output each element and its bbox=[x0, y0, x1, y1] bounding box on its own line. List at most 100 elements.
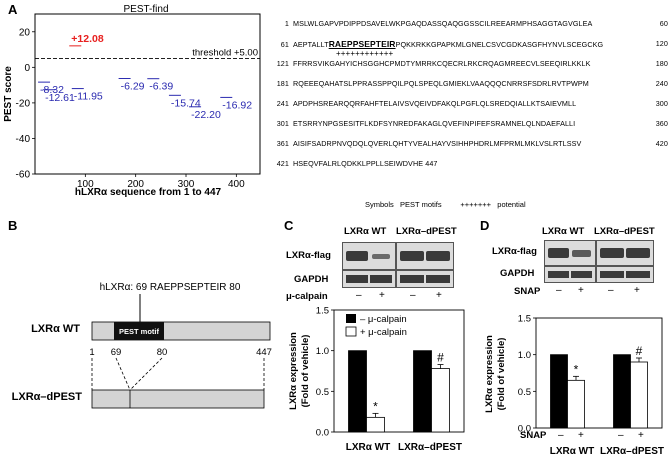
d-ylabel-1: LXRα expression bbox=[484, 335, 495, 413]
d-blot-flag-wt bbox=[544, 240, 596, 266]
c-xcat-2: LXRα–dPEST bbox=[398, 442, 462, 453]
y-tick-label: 0.0 bbox=[316, 428, 329, 439]
d-col-wt: LXRα WT bbox=[542, 226, 585, 237]
sequence-text: FFRRSVIKGAHYICHSGGHCPMDTYMRRKCQECRLRKCRQ… bbox=[293, 59, 591, 68]
d-xsign-4: + bbox=[638, 430, 644, 441]
c-legend-minus: – μ-calpain bbox=[360, 314, 407, 325]
c-row-gapdh: GAPDH bbox=[294, 274, 329, 285]
c-row-flag: LXRα-flag bbox=[286, 250, 331, 261]
x-axis-label: hLXRα sequence from 1 to 447 bbox=[75, 187, 222, 198]
c-legend-swatch-plus bbox=[345, 326, 357, 337]
d-blot-flag-dpest bbox=[596, 240, 654, 266]
y-axis-ticks: 20 0 -20 -40 -60 bbox=[16, 27, 35, 181]
y-tick-label: -60 bbox=[16, 170, 31, 181]
motif-title: hLXRα: 69 RAEPPSEPTEIR 80 bbox=[100, 282, 241, 293]
sequence-start-number: 241 bbox=[276, 99, 289, 108]
c-col-dpest: LXRα–dPEST bbox=[396, 226, 457, 237]
threshold-label: threshold +5.00 bbox=[192, 47, 258, 58]
sequence-start-number: 421 bbox=[276, 159, 289, 168]
significance-star: * bbox=[373, 399, 378, 413]
sequence-legend: Symbols PEST motifs +++++++ potential bbox=[365, 200, 526, 209]
sequence-end-number: 300 bbox=[655, 99, 668, 108]
sequence-text: PQKKRKKGPAPKMLGNELCSVCGDKASGFHYNVLSCEGCK… bbox=[395, 40, 604, 49]
y-tick-label: 1.0 bbox=[518, 350, 531, 361]
sequence-line: 301 ETSRRYNPGSESITFLKDFSYNREDFAKAGLQVEFIN… bbox=[272, 119, 672, 128]
significance-star: * bbox=[574, 362, 579, 376]
bar bbox=[630, 361, 648, 429]
c-blot-flag-dpest bbox=[396, 242, 454, 270]
sequence-text: RQEEEQAHATSLPPRASSPPQILPQLSPEQLGMIEKLVAA… bbox=[293, 79, 589, 88]
pest-motif-sequence: RAEPPSEPTEIR bbox=[328, 39, 396, 49]
c-row-treat: μ-calpain bbox=[286, 291, 328, 302]
x-axis-ticks: 100 200 300 400 bbox=[77, 174, 245, 190]
sequence-end-number: 420 bbox=[655, 139, 668, 148]
d-ylabel-2: (Fold of vehicle) bbox=[496, 338, 507, 411]
c-bar-chart: 1.51.00.50.0 *# – μ-calpain + μ-calpain … bbox=[288, 306, 465, 453]
sequence-line: 241 APDPHSREARQQRFAHFTELAIVSVQEIVDFAKQLPG… bbox=[272, 99, 672, 108]
significance-hash: # bbox=[636, 344, 643, 358]
sequence-end-number: 240 bbox=[655, 79, 668, 88]
d-xcat-1: LXRα WT bbox=[550, 446, 594, 457]
bar bbox=[550, 354, 568, 429]
pest-motif-box bbox=[114, 322, 164, 340]
d-blot-gapdh-wt bbox=[544, 266, 596, 283]
legend-pest-motifs: PEST motifs bbox=[400, 200, 442, 209]
d-sign-3: – bbox=[608, 285, 614, 296]
dpest-label: LXRα–dPEST bbox=[12, 391, 83, 403]
y-tick-label: -40 bbox=[16, 134, 31, 145]
sequence-line: 181 RQEEEQAHATSLPPRASSPPQILPQLSPEQLGMIEKL… bbox=[272, 79, 672, 88]
x-tick-label: 400 bbox=[228, 179, 245, 190]
sequence-text: AEPTALLT bbox=[293, 40, 329, 49]
pest-point-label: -16.92 bbox=[222, 99, 252, 111]
pest-point-label: -6.39 bbox=[149, 81, 173, 93]
y-tick-label: 1.5 bbox=[518, 314, 531, 325]
sequence-text: AISIFSADRPNVQDQLQVERLQHTYVEALHAYVSIHHPHD… bbox=[293, 139, 582, 148]
construct-diagram: hLXRα: 69 RAEPPSEPTEIR 80 LXRα WT PEST m… bbox=[12, 282, 272, 409]
d-xsign-2: + bbox=[578, 430, 584, 441]
y-tick-label: 0 bbox=[24, 63, 30, 74]
pos-447: 447 bbox=[256, 347, 272, 358]
pest-point-label: -6.29 bbox=[121, 81, 145, 93]
sequence-text: MSLWLGAPVPDIPPDSAVELWKPGAQDASSQAQGGSSCIL… bbox=[293, 19, 593, 28]
d-xsign-1: – bbox=[558, 430, 564, 441]
significance-hash: # bbox=[437, 351, 444, 365]
wt-label: LXRα WT bbox=[31, 323, 80, 335]
c-sign-1: – bbox=[356, 290, 362, 301]
c-sign-3: – bbox=[410, 290, 416, 301]
sequence-line: 121 FFRRSVIKGAHYICHSGGHCPMDTYMRRKCQECRLRK… bbox=[272, 59, 672, 68]
y-axis-label: PEST score bbox=[3, 66, 14, 122]
c-ylabel-2: (Fold of vehicle) bbox=[300, 335, 311, 408]
d-xsign-3: – bbox=[618, 430, 624, 441]
d-row-gapdh: GAPDH bbox=[500, 268, 535, 279]
panel-c: LXRα WT LXRα–dPEST LXRα-flag GAPDH μ-cal… bbox=[284, 218, 474, 459]
pos-1: 1 bbox=[89, 347, 94, 358]
d-row-treat: SNAP bbox=[514, 286, 541, 297]
pest-motif-label: PEST motif bbox=[119, 327, 160, 336]
y-tick-label: -20 bbox=[16, 98, 31, 109]
bar bbox=[613, 354, 631, 429]
sequence-line: 1 MSLWLGAPVPDIPPDSAVELWKPGAQDASSQAQGGSSCI… bbox=[272, 19, 672, 28]
d-blot-gapdh-dpest bbox=[596, 266, 654, 283]
pest-point-label: -11.95 bbox=[74, 91, 103, 103]
sequence-end-number: 60 bbox=[659, 19, 668, 28]
c-sign-2: + bbox=[379, 290, 385, 301]
d-col-dpest: LXRα–dPEST bbox=[594, 226, 655, 237]
d-bar-chart: 1.5 1.0 0.5 0.0 * # LXRα expression (Fold of… bbox=[484, 314, 664, 458]
panel-label-b: B bbox=[8, 218, 18, 233]
pos-80: 80 bbox=[157, 347, 168, 358]
y-tick-label: 0.0 bbox=[518, 424, 531, 435]
panel-label-d: D bbox=[480, 218, 490, 233]
c-xcat-1: LXRα WT bbox=[346, 442, 390, 453]
d-row-flag: LXRα-flag bbox=[492, 246, 537, 257]
sequence-end-number: 360 bbox=[655, 119, 668, 128]
d-sign-1: – bbox=[556, 285, 562, 296]
pos-69: 69 bbox=[111, 347, 122, 358]
chart-title: PEST-find bbox=[123, 4, 168, 15]
sequence-start-number: 61 bbox=[280, 40, 289, 49]
d-sign-4: + bbox=[634, 285, 640, 296]
pest-score-chart: PEST-find 200-20-40-60 100 200 300 400 thre… bbox=[3, 4, 261, 198]
c-legend-swatch-minus bbox=[346, 314, 356, 323]
sequence-start-number: 301 bbox=[276, 119, 289, 128]
c-sign-4: + bbox=[436, 290, 442, 301]
sequence-text: HSEQVFALRLQDKKLPPLLSEIWDVHE 447 bbox=[293, 159, 438, 168]
